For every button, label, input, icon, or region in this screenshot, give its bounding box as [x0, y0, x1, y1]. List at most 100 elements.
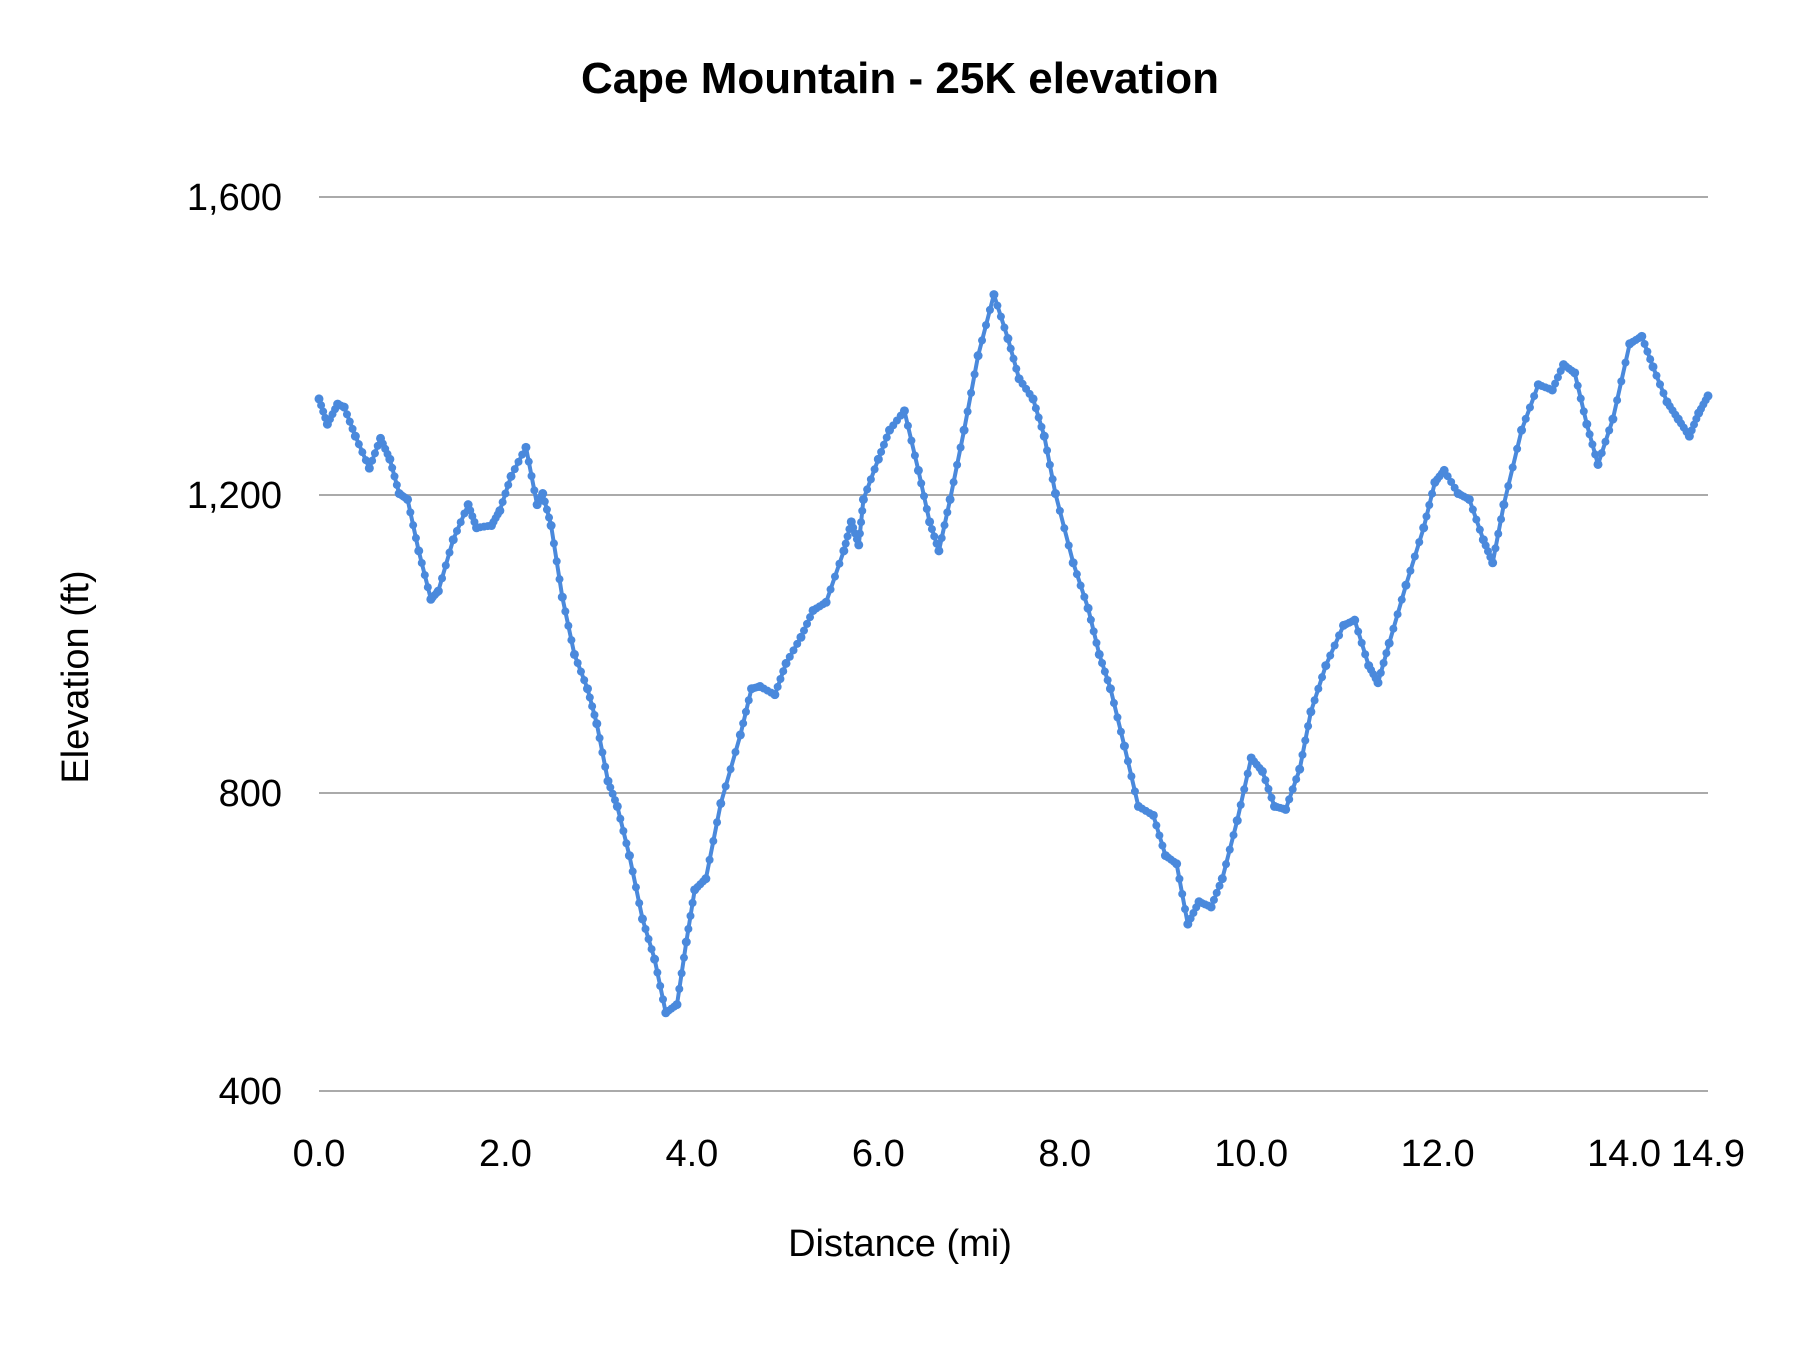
data-point-marker — [773, 682, 782, 691]
data-point-marker — [726, 765, 735, 774]
data-point-marker — [1098, 658, 1107, 667]
data-point-marker — [1310, 696, 1319, 705]
data-point-marker — [585, 693, 594, 702]
data-point-marker — [647, 945, 656, 954]
data-point-marker — [1243, 769, 1252, 778]
data-point-marker — [1553, 373, 1562, 382]
data-point-marker — [504, 480, 513, 489]
data-point — [716, 798, 726, 808]
data-point-marker — [1304, 722, 1313, 731]
data-point-marker — [1060, 524, 1069, 533]
data-point-marker — [1504, 482, 1513, 491]
data-point — [1499, 500, 1509, 510]
data-point-marker — [1314, 684, 1323, 693]
data-point-marker — [686, 911, 695, 920]
data-point-marker — [779, 667, 788, 676]
data-point-marker — [776, 675, 785, 684]
data-point-marker — [1597, 449, 1606, 458]
data-point-marker — [1621, 358, 1630, 367]
data-point-marker — [1264, 784, 1273, 793]
data-point — [433, 586, 443, 596]
gridlines — [319, 196, 1708, 1092]
data-point-marker — [870, 465, 879, 474]
data-point-marker — [741, 707, 750, 716]
data-point-marker — [1406, 566, 1415, 575]
data-point-marker — [420, 571, 429, 580]
data-point-marker — [1475, 525, 1484, 534]
data-point-marker — [858, 506, 867, 515]
data-point-marker — [1236, 800, 1245, 809]
data-point-marker — [1379, 658, 1388, 667]
data-point-marker — [721, 782, 730, 791]
data-point-marker — [785, 652, 794, 661]
data-point-marker — [927, 525, 936, 534]
data-point — [557, 592, 567, 602]
data-point-marker — [1152, 821, 1161, 830]
data-point-marker — [1123, 757, 1132, 766]
data-point-marker — [608, 789, 617, 798]
data-point — [1306, 707, 1316, 717]
x-tick-label: 14.0 — [1587, 1133, 1661, 1175]
data-point-marker — [542, 505, 551, 514]
data-point-marker — [949, 478, 958, 487]
data-point-marker — [1103, 676, 1112, 685]
data-point-marker — [1443, 472, 1452, 481]
data-point-marker — [1267, 793, 1276, 802]
data-point-marker — [1410, 552, 1419, 561]
data-point-marker — [1585, 430, 1594, 439]
data-point-marker — [922, 504, 931, 513]
data-point — [770, 690, 780, 700]
data-point-marker — [319, 407, 328, 416]
data-point-marker — [580, 676, 589, 685]
data-point-marker — [841, 539, 850, 548]
data-point-marker — [963, 407, 972, 416]
data-point-marker — [910, 451, 919, 460]
data-point-marker — [1354, 627, 1363, 636]
data-point — [1206, 902, 1216, 912]
data-point-marker — [524, 457, 533, 466]
data-point-marker — [1288, 785, 1297, 794]
y-tick-label: 400 — [219, 1071, 282, 1113]
data-point-marker — [1285, 795, 1294, 804]
x-tick-labels: 0.0 2.0 4.0 6.0 8.0 10.0 12.0 14.0 14.9 — [293, 1133, 1745, 1175]
data-point — [1464, 494, 1474, 504]
data-point-marker — [573, 658, 582, 667]
data-point — [1295, 764, 1305, 774]
data-point-marker — [684, 924, 693, 933]
data-point-marker — [1393, 610, 1402, 619]
data-point — [1217, 874, 1227, 884]
data-point-marker — [956, 443, 965, 452]
data-point-marker — [1573, 381, 1582, 390]
data-point-marker — [501, 489, 510, 498]
x-tick-label: 12.0 — [1401, 1133, 1475, 1175]
data-point-marker — [370, 449, 379, 458]
data-point-marker — [641, 924, 650, 933]
data-point-marker — [555, 575, 564, 584]
data-point — [1593, 459, 1603, 469]
data-point-marker — [567, 636, 576, 645]
data-point — [1419, 523, 1429, 533]
data-point — [1350, 615, 1360, 625]
data-point-marker — [518, 450, 527, 459]
data-point-marker — [731, 748, 740, 757]
data-point-marker — [709, 837, 718, 846]
data-point-marker — [1659, 389, 1668, 398]
data-point-marker — [1113, 713, 1122, 722]
data-point-marker — [452, 526, 461, 535]
data-point — [385, 454, 395, 464]
data-point-marker — [1222, 860, 1231, 869]
data-point-marker — [1415, 538, 1424, 547]
data-point — [1384, 638, 1394, 648]
data-point — [364, 463, 374, 473]
data-point-marker — [456, 518, 465, 527]
data-point-marker — [561, 607, 570, 616]
data-point-marker — [713, 818, 722, 827]
data-point-marker — [1326, 651, 1335, 660]
data-point-marker — [1521, 414, 1530, 423]
data-point-marker — [590, 710, 599, 719]
data-point-marker — [855, 529, 864, 538]
data-point-marker — [423, 583, 432, 592]
data-point-marker — [549, 539, 558, 548]
data-point — [603, 776, 613, 786]
data-point-marker — [317, 401, 326, 410]
